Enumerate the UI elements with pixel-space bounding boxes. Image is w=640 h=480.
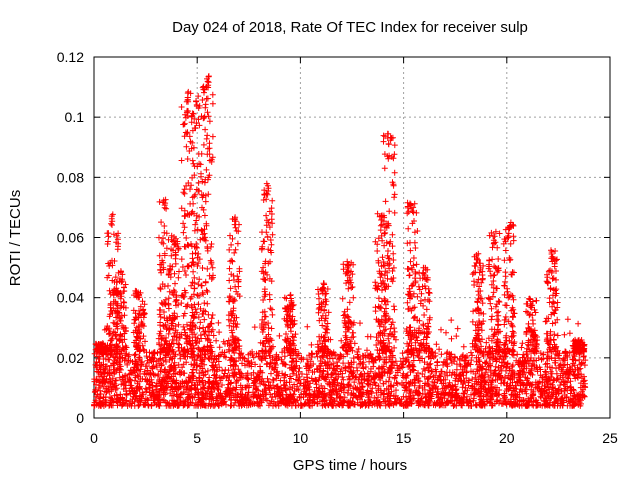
x-tick-label: 25: [602, 430, 618, 446]
y-tick-label: 0.1: [65, 109, 85, 125]
y-tick-label: 0.12: [57, 49, 84, 65]
axis-ticks: [93, 56, 611, 419]
y-tick-label: 0.06: [57, 230, 84, 246]
x-tick-label: 20: [499, 430, 515, 446]
x-tick-label: 15: [396, 430, 412, 446]
data-points: [91, 73, 589, 409]
y-tick-label: 0.04: [57, 290, 84, 306]
x-tick-label: 0: [90, 430, 98, 446]
y-tick-label: 0: [76, 410, 84, 426]
x-tick-label: 10: [293, 430, 309, 446]
x-axis-title: GPS time / hours: [293, 457, 407, 474]
chart-title: Day 024 of 2018, Rate Of TEC Index for r…: [172, 19, 528, 36]
y-tick-label: 0.02: [57, 350, 84, 366]
x-tick-label: 5: [193, 430, 201, 446]
y-tick-label: 0.08: [57, 169, 84, 185]
roti-point-markers: [91, 73, 589, 409]
y-axis-title: ROTI / TECUs: [7, 190, 24, 286]
tick-labels: 0 5 10 15 20 25 0 0.02 0.04 0.06 0.08 0.1 0.12: [57, 49, 618, 446]
